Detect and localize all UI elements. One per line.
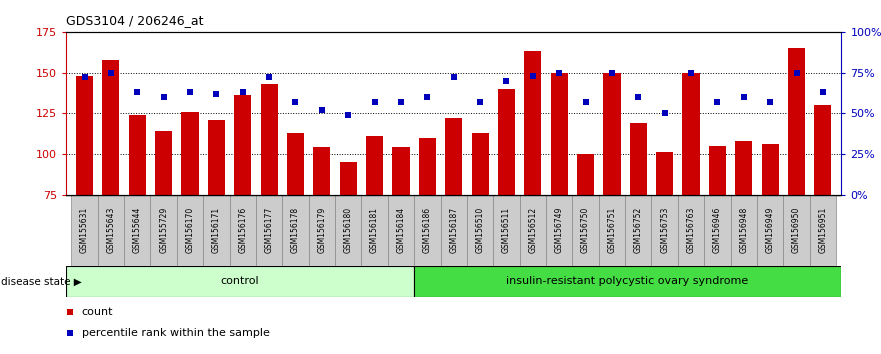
Text: GSM156181: GSM156181 xyxy=(370,207,379,253)
Bar xyxy=(413,266,841,297)
Bar xyxy=(308,195,335,266)
Text: count: count xyxy=(82,307,113,316)
Text: GSM156187: GSM156187 xyxy=(449,207,458,253)
Bar xyxy=(76,76,93,195)
Text: GSM156948: GSM156948 xyxy=(739,207,748,253)
Bar xyxy=(757,195,783,266)
Text: GSM156751: GSM156751 xyxy=(607,207,617,253)
Bar xyxy=(261,84,278,195)
Text: GSM156763: GSM156763 xyxy=(686,207,695,253)
Bar xyxy=(366,136,383,195)
Bar xyxy=(440,195,467,266)
Text: GSM156951: GSM156951 xyxy=(818,207,827,253)
Bar xyxy=(683,73,700,195)
Text: control: control xyxy=(220,276,259,286)
Bar xyxy=(788,48,805,195)
Bar xyxy=(151,195,177,266)
Bar xyxy=(181,112,198,195)
Text: GSM155729: GSM155729 xyxy=(159,207,168,253)
Bar xyxy=(445,118,463,195)
Text: GSM156177: GSM156177 xyxy=(264,207,274,253)
Bar xyxy=(388,195,414,266)
Bar xyxy=(626,195,651,266)
Text: GSM156750: GSM156750 xyxy=(581,207,590,253)
Bar xyxy=(599,195,626,266)
Bar xyxy=(783,195,810,266)
Text: percentile rank within the sample: percentile rank within the sample xyxy=(82,328,270,338)
Bar xyxy=(546,195,573,266)
Bar xyxy=(551,73,567,195)
Text: GSM156512: GSM156512 xyxy=(529,207,537,253)
Bar xyxy=(71,195,98,266)
Bar xyxy=(810,195,836,266)
Bar xyxy=(124,195,151,266)
Bar xyxy=(656,152,673,195)
Bar xyxy=(230,195,256,266)
Bar xyxy=(677,195,704,266)
Bar xyxy=(314,148,330,195)
Bar xyxy=(282,195,308,266)
Bar xyxy=(630,123,647,195)
Text: GDS3104 / 206246_at: GDS3104 / 206246_at xyxy=(66,14,204,27)
Bar xyxy=(709,146,726,195)
Text: GSM156186: GSM156186 xyxy=(423,207,432,253)
Bar xyxy=(392,148,410,195)
Bar xyxy=(471,133,489,195)
Bar xyxy=(98,195,124,266)
Text: GSM156511: GSM156511 xyxy=(502,207,511,253)
Text: GSM156171: GSM156171 xyxy=(212,207,221,253)
Text: GSM156170: GSM156170 xyxy=(186,207,195,253)
Text: GSM156946: GSM156946 xyxy=(713,207,722,253)
Text: GSM155631: GSM155631 xyxy=(80,207,89,253)
Text: GSM156184: GSM156184 xyxy=(396,207,405,253)
Bar xyxy=(577,154,594,195)
Text: GSM156176: GSM156176 xyxy=(238,207,248,253)
Bar xyxy=(573,195,599,266)
Text: GSM155644: GSM155644 xyxy=(133,207,142,253)
Bar xyxy=(208,120,225,195)
Bar xyxy=(102,59,120,195)
Text: GSM156752: GSM156752 xyxy=(633,207,643,253)
Text: GSM156179: GSM156179 xyxy=(317,207,326,253)
Bar xyxy=(155,131,172,195)
Bar xyxy=(814,105,832,195)
Bar xyxy=(736,141,752,195)
Bar xyxy=(335,195,361,266)
Bar xyxy=(204,195,230,266)
Bar xyxy=(287,133,304,195)
Text: GSM156950: GSM156950 xyxy=(792,207,801,253)
Bar xyxy=(704,195,730,266)
Bar xyxy=(340,162,357,195)
Bar xyxy=(467,195,493,266)
Bar xyxy=(603,73,620,195)
Text: GSM156749: GSM156749 xyxy=(555,207,564,253)
Bar xyxy=(493,195,520,266)
Bar xyxy=(520,195,546,266)
Bar xyxy=(730,195,757,266)
Text: GSM155643: GSM155643 xyxy=(107,207,115,253)
Bar xyxy=(66,266,413,297)
Bar xyxy=(418,138,436,195)
Bar xyxy=(414,195,440,266)
Bar xyxy=(234,95,251,195)
Bar xyxy=(177,195,204,266)
Bar xyxy=(498,89,515,195)
Text: GSM156180: GSM156180 xyxy=(344,207,352,253)
Text: GSM156510: GSM156510 xyxy=(476,207,485,253)
Bar xyxy=(256,195,282,266)
Bar xyxy=(129,115,146,195)
Text: GSM156178: GSM156178 xyxy=(291,207,300,253)
Bar xyxy=(361,195,388,266)
Text: insulin-resistant polycystic ovary syndrome: insulin-resistant polycystic ovary syndr… xyxy=(507,276,749,286)
Bar xyxy=(524,51,542,195)
Text: GSM156949: GSM156949 xyxy=(766,207,774,253)
Bar xyxy=(761,144,779,195)
Text: disease state ▶: disease state ▶ xyxy=(1,276,82,286)
Text: GSM156753: GSM156753 xyxy=(660,207,670,253)
Bar xyxy=(651,195,677,266)
